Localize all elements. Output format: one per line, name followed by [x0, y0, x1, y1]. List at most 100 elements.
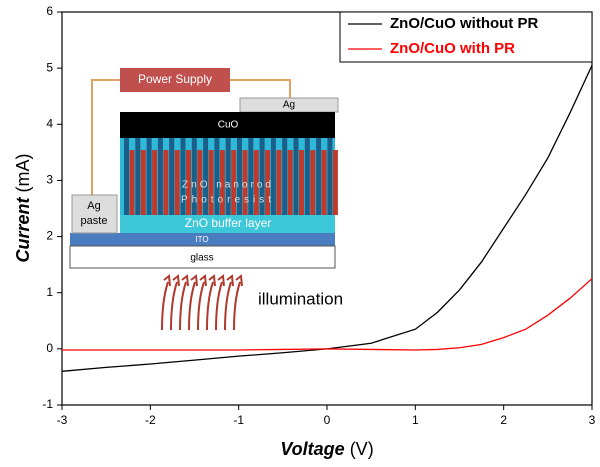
- x-tick-label: 1: [412, 413, 419, 427]
- photoresist: [231, 150, 237, 215]
- photoresist: [276, 150, 282, 215]
- photoresist: [287, 150, 293, 215]
- arrow: [233, 281, 241, 331]
- x-tick-label: -1: [233, 413, 244, 427]
- ag-paste-box: [71, 194, 118, 234]
- x-tick-label: 0: [324, 413, 331, 427]
- power-supply-label: Power Supply: [138, 72, 212, 86]
- buffer-label: ZnO buffer layer: [185, 216, 271, 230]
- rod: [270, 138, 276, 215]
- arrow: [206, 281, 214, 331]
- ito-label: ITO: [195, 235, 208, 244]
- x-axis-unit: (V): [350, 439, 374, 459]
- photoresist: [299, 150, 304, 215]
- rod: [259, 138, 265, 215]
- ag-label: Ag: [283, 100, 295, 111]
- arrow-head: [163, 274, 171, 287]
- photoresist: [186, 150, 191, 215]
- rod: [316, 138, 322, 215]
- series-line: [62, 278, 593, 351]
- glass-layer: [69, 245, 336, 269]
- photoresist: [163, 150, 169, 215]
- x-tick-label: -2: [145, 413, 156, 427]
- rod: [248, 138, 254, 215]
- y-tick-label: 1: [46, 285, 53, 299]
- x-axis-title: Voltage (V): [280, 439, 373, 459]
- photoresist: [242, 150, 248, 215]
- photoresist: [197, 150, 203, 215]
- photoresist: [265, 150, 271, 215]
- rod: [282, 138, 288, 215]
- arrow: [197, 281, 205, 331]
- photoresist: [219, 150, 225, 215]
- rod: [327, 138, 333, 215]
- rod: [304, 138, 310, 215]
- photoresist: [321, 150, 327, 215]
- photoresist: [140, 150, 146, 215]
- arrow-head: [172, 274, 180, 287]
- y-axis-title-main: Current: [13, 197, 33, 263]
- y-tick-label: 3: [46, 173, 53, 187]
- photoresist: [310, 150, 316, 215]
- nanorods: [124, 138, 338, 215]
- rod: [203, 138, 209, 215]
- y-tick-label: 6: [46, 4, 53, 18]
- photoresist: [253, 150, 259, 215]
- photoresist: [208, 150, 214, 215]
- rod: [293, 138, 299, 215]
- arrow-head: [181, 274, 189, 287]
- cuo-layer: [120, 112, 335, 138]
- photoresist: [332, 150, 338, 215]
- rod: [214, 138, 220, 215]
- arrow: [224, 281, 232, 331]
- x-tick-label: -3: [57, 413, 68, 427]
- inset-diagram: Power Supply Ag CuO ZnO nanorod Photores…: [69, 68, 343, 331]
- arrow-head: [235, 274, 243, 287]
- arrow: [170, 281, 178, 331]
- rod: [180, 138, 186, 215]
- photoresist: [129, 150, 135, 215]
- y-tick-label: 4: [46, 116, 53, 130]
- rod: [237, 138, 242, 215]
- ag-paste-label: Ag: [87, 200, 100, 212]
- arrow: [188, 281, 196, 331]
- y-axis-unit: (mA): [13, 153, 33, 192]
- legend-box: [339, 11, 593, 63]
- rod: [225, 138, 231, 215]
- legend-label: ZnO/CuO without PR: [390, 15, 538, 32]
- series-line: [61, 65, 593, 372]
- y-axis-title: Current (mA): [13, 153, 33, 262]
- arrow-head: [190, 274, 198, 287]
- rod: [124, 138, 129, 215]
- y-tick-label: 5: [46, 60, 53, 74]
- photoresist: [174, 150, 180, 215]
- rod: [191, 138, 197, 215]
- rod: [135, 138, 141, 215]
- rod: [157, 138, 163, 215]
- arrow: [161, 281, 169, 331]
- power-supply-box: [120, 68, 230, 92]
- ag-paste-label: paste: [81, 215, 108, 227]
- x-tick-label: 2: [500, 413, 507, 427]
- arrow-head: [208, 274, 216, 287]
- legend-label: ZnO/CuO with PR: [390, 40, 515, 57]
- arrow: [179, 281, 187, 331]
- y-tick-label: 0: [46, 341, 53, 355]
- arrow-head: [199, 274, 207, 287]
- photoresist-label: Photoresist: [181, 195, 275, 206]
- rod: [146, 138, 152, 215]
- x-tick-label: 3: [589, 413, 596, 427]
- y-tick-label: 2: [46, 229, 53, 243]
- photoresist: [152, 150, 158, 215]
- illumination-label: illumination: [258, 289, 343, 308]
- illumination-arrows: [161, 274, 243, 331]
- ito-layer: [70, 233, 335, 246]
- arrow-head: [226, 274, 234, 287]
- arrow-head: [217, 274, 225, 287]
- y-tick-label: -1: [42, 397, 53, 411]
- glass-label: glass: [190, 253, 213, 264]
- x-axis-title-main: Voltage: [280, 439, 344, 459]
- rod: [169, 138, 175, 215]
- cuo-label: CuO: [218, 120, 239, 131]
- buffer-layer: [120, 215, 335, 233]
